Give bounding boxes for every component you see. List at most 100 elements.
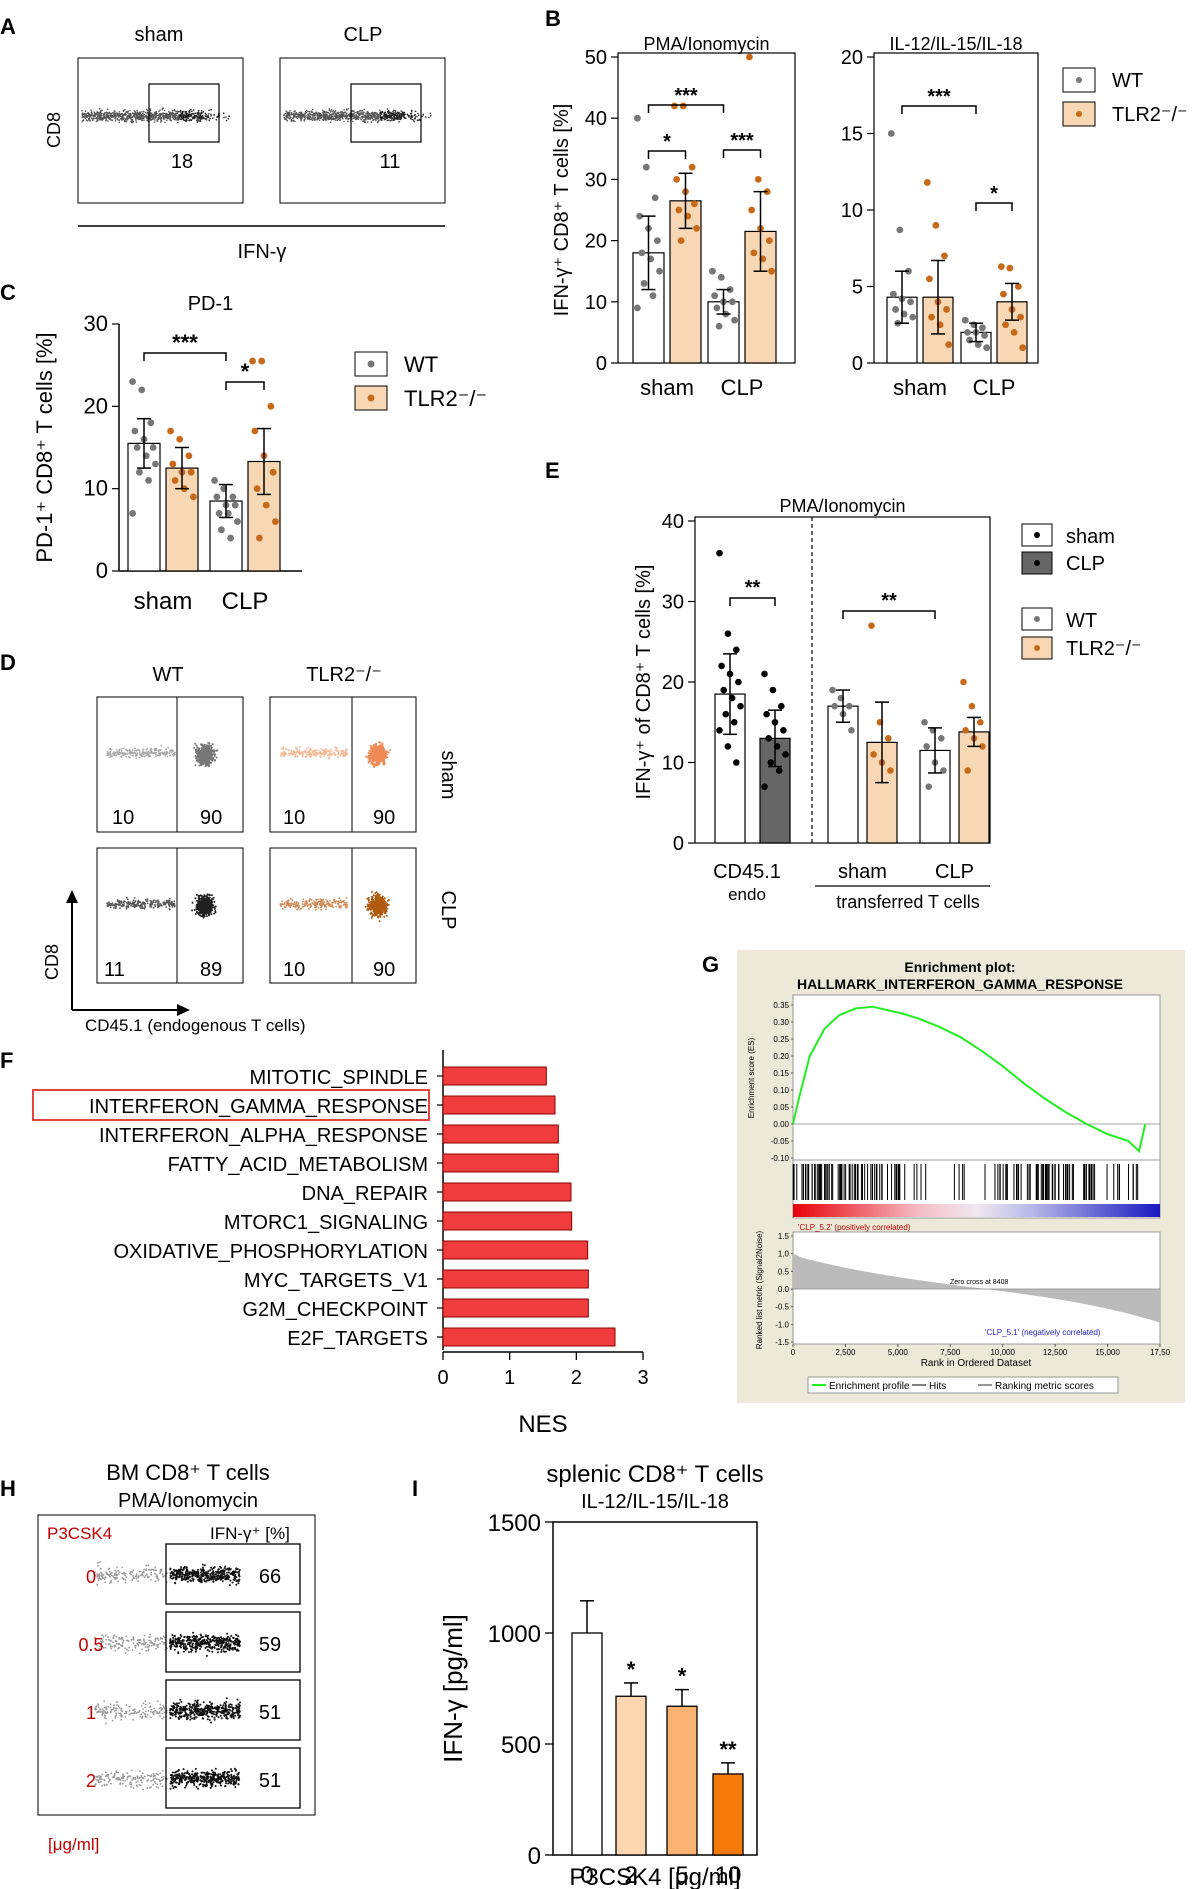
legend-e-tlr-dot (1034, 645, 1040, 651)
flow-event (159, 109, 161, 111)
flow-event (302, 114, 305, 116)
flow-event (117, 900, 120, 903)
flow-event (396, 111, 399, 113)
flow-event (345, 897, 348, 899)
flow-event (213, 749, 216, 752)
flow-event (334, 110, 336, 113)
flow-event (107, 754, 110, 757)
flow-event (211, 743, 214, 746)
flow-event (359, 117, 362, 119)
flow-event (200, 897, 203, 900)
flow-event (207, 113, 210, 115)
flow-event (167, 901, 170, 903)
flow-event (135, 903, 138, 906)
data-point (925, 783, 932, 790)
flow-event (132, 114, 135, 117)
flow-event (389, 120, 392, 122)
flow-event (158, 754, 160, 757)
significance-label: ** (719, 1737, 737, 1762)
flow-event (182, 118, 185, 120)
flow-event (160, 117, 162, 119)
flow-event (147, 750, 150, 753)
flow-event (320, 906, 322, 909)
flow-event (334, 119, 337, 121)
flow-event (214, 753, 217, 756)
flow-event (303, 119, 306, 122)
flow-d-col-title-tlr: TLR2⁻/⁻ (306, 664, 382, 686)
flow-event (165, 748, 168, 751)
flow-event (281, 908, 284, 910)
legend-b-tlr-label: TLR2⁻/⁻ (1112, 104, 1188, 126)
flow-event (319, 754, 322, 757)
flow-event (293, 901, 296, 904)
flow-event (333, 898, 336, 901)
flow-event (195, 908, 198, 911)
flow-event (324, 115, 327, 117)
flow-event (171, 905, 174, 908)
flow-event (216, 115, 219, 118)
flow-event (335, 115, 338, 117)
flow-event (188, 109, 191, 112)
data-point (258, 357, 266, 365)
flow-event (396, 117, 398, 120)
flow-event (330, 905, 332, 908)
flow-event (131, 119, 133, 122)
flow-event (202, 753, 205, 756)
flow-event (143, 907, 146, 910)
flow-event (146, 117, 148, 119)
flow-event (215, 756, 218, 759)
flow-event (312, 115, 314, 118)
data-point (932, 221, 940, 229)
data-point (964, 767, 971, 774)
flow-event (285, 904, 288, 907)
flow-event (418, 119, 420, 121)
flow-event (338, 751, 340, 753)
data-point (169, 460, 177, 468)
y-tick-label: 20 (662, 672, 684, 694)
flow-event (306, 753, 308, 756)
data-point (763, 710, 770, 718)
flow-event (389, 113, 391, 115)
flow-event (339, 906, 342, 909)
flow-event (319, 752, 322, 755)
flow-event (140, 118, 142, 121)
flow-event (307, 110, 309, 113)
plot-frame (617, 52, 796, 364)
flow-event (106, 750, 109, 753)
flow-event (129, 116, 131, 118)
flow-event (304, 115, 307, 117)
flow-event (168, 905, 171, 908)
flow-event (206, 893, 209, 896)
data-point (748, 206, 756, 214)
legend-c-wt-label: WT (404, 352, 438, 377)
flow-event (158, 114, 160, 116)
flow-event (368, 760, 371, 763)
flow-event (295, 746, 297, 749)
flow-event (106, 116, 109, 118)
flow-event (363, 108, 365, 111)
data-point (731, 316, 738, 324)
flow-event (191, 909, 194, 912)
flow-event (289, 116, 292, 119)
significance-label: * (627, 1657, 636, 1682)
flow-event (343, 901, 346, 904)
flow-event (375, 753, 378, 756)
flow-event (123, 747, 125, 750)
flow-event (392, 115, 395, 117)
flow-event (181, 112, 183, 114)
flow-event (325, 750, 328, 753)
flow-event (334, 746, 337, 748)
flow-event (169, 118, 172, 120)
flow-event (293, 750, 295, 753)
flow-event (147, 754, 149, 756)
flow-event (387, 751, 390, 754)
flow-event (330, 118, 333, 121)
flow-event (96, 118, 99, 120)
flow-event (208, 753, 211, 756)
data-point (718, 662, 725, 670)
flow-event (329, 748, 332, 751)
flow-event (88, 118, 90, 120)
flow-event (209, 910, 212, 913)
data-point (885, 735, 892, 742)
flow-event (82, 119, 85, 121)
